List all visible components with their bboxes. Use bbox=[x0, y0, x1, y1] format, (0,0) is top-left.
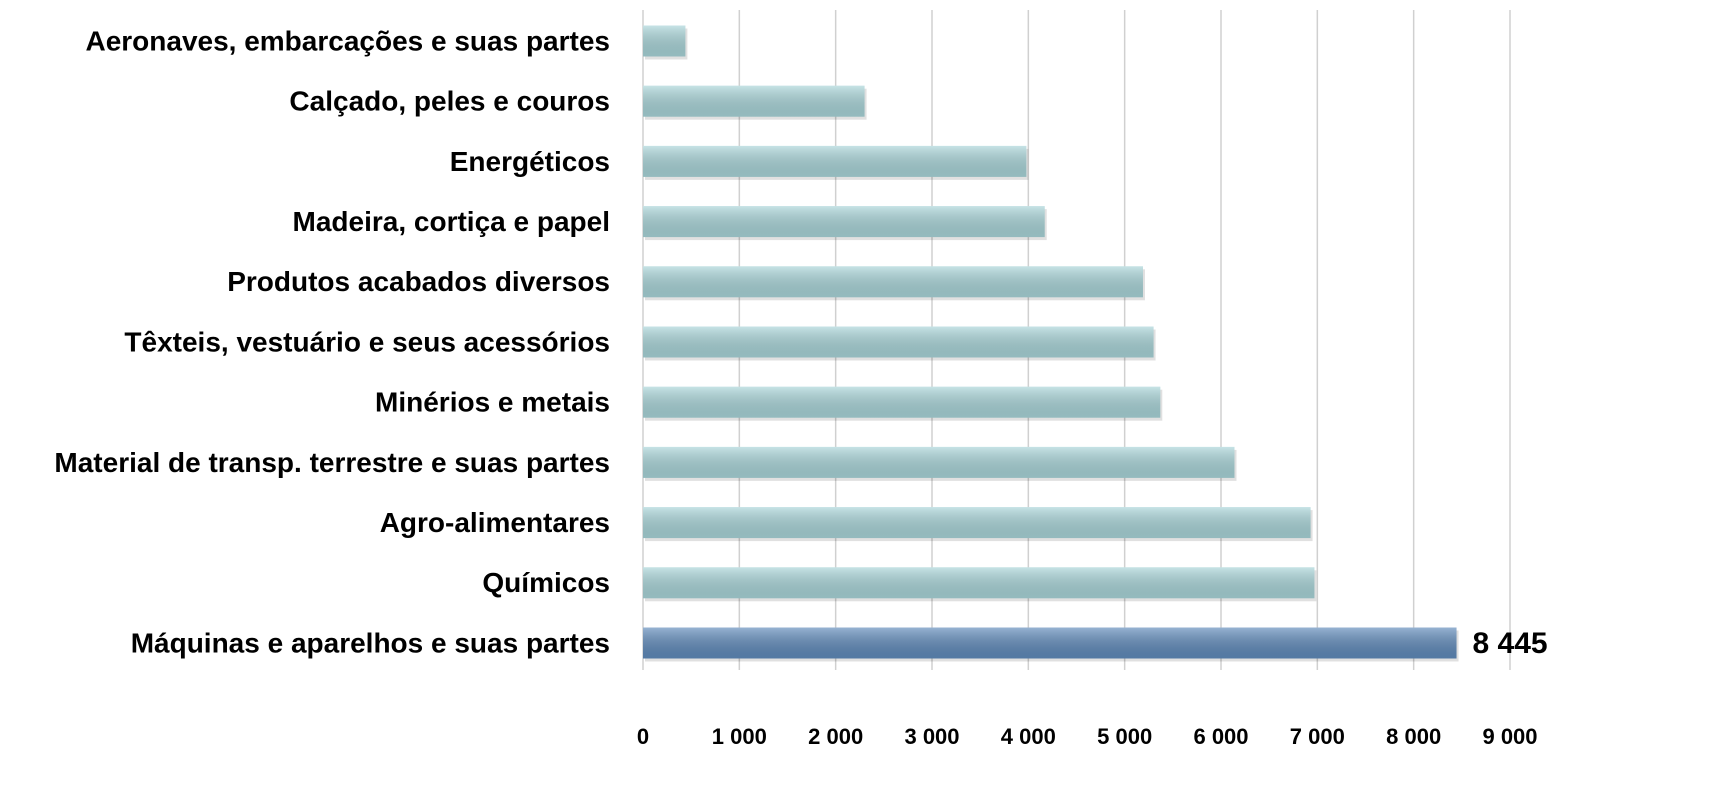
bar-shade bbox=[643, 266, 1143, 298]
x-tick-label: 2 000 bbox=[808, 724, 863, 749]
x-tick-label: 4 000 bbox=[1001, 724, 1056, 749]
bar-shade bbox=[643, 326, 1154, 358]
y-tick-label: Têxteis, vestuário e seus acessórios bbox=[124, 326, 610, 357]
bar-shade bbox=[643, 627, 1457, 659]
bar-shade bbox=[643, 206, 1045, 238]
y-tick-label: Minérios e metais bbox=[375, 387, 610, 418]
y-tick-label: Material de transp. terrestre e suas par… bbox=[54, 447, 610, 478]
bar-shade bbox=[643, 446, 1235, 478]
y-tick-label: Químicos bbox=[482, 567, 610, 598]
x-tick-label: 0 bbox=[637, 724, 649, 749]
y-tick-label: Energéticos bbox=[450, 146, 610, 177]
x-tick-label: 9 000 bbox=[1482, 724, 1537, 749]
y-tick-label: Calçado, peles e couros bbox=[289, 86, 610, 117]
y-tick-label: Produtos acabados diversos bbox=[227, 266, 610, 297]
value-label: 8 445 bbox=[1473, 627, 1548, 660]
y-tick-label: Madeira, cortiça e papel bbox=[293, 206, 610, 237]
y-tick-label: Aeronaves, embarcações e suas partes bbox=[85, 25, 610, 56]
x-tick-label: 6 000 bbox=[1193, 724, 1248, 749]
x-tick-label: 1 000 bbox=[712, 724, 767, 749]
y-tick-label: Agro-alimentares bbox=[380, 507, 610, 538]
bar-shade bbox=[643, 567, 1315, 599]
y-tick-label: Máquinas e aparelhos e suas partes bbox=[131, 627, 610, 658]
bar-shade bbox=[643, 386, 1161, 418]
x-tick-label: 8 000 bbox=[1386, 724, 1441, 749]
bar-shade bbox=[643, 85, 865, 117]
bar-shade bbox=[643, 507, 1311, 539]
x-tick-label: 5 000 bbox=[1097, 724, 1152, 749]
bar-shade bbox=[643, 25, 686, 57]
bar-shade bbox=[643, 145, 1027, 177]
x-tick-label: 7 000 bbox=[1290, 724, 1345, 749]
x-tick-label: 3 000 bbox=[904, 724, 959, 749]
